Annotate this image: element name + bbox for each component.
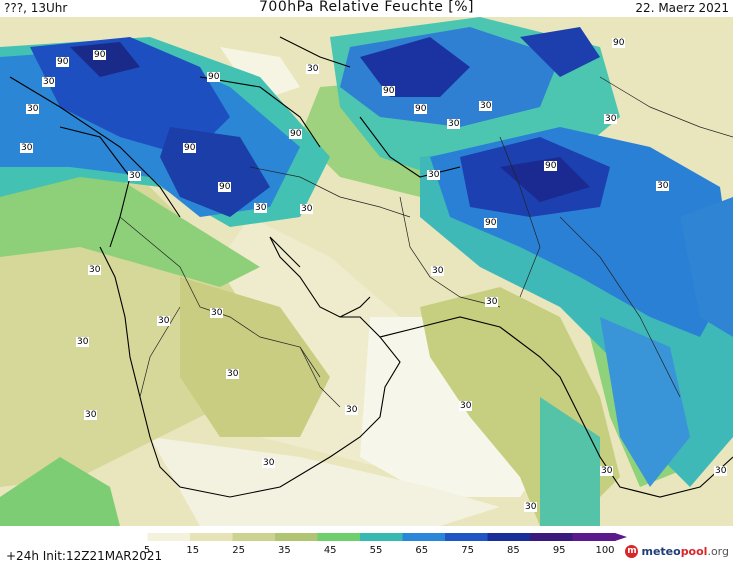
header: ???, 13Uhr 700hPa Relative Feuchte [%] 2…	[0, 0, 733, 17]
colorbar-ticks: 5 15 25 35 45 55 65 75 85 95 100	[105, 545, 630, 557]
contour-label: 30	[604, 114, 618, 124]
humidity-map	[0, 17, 733, 526]
contour-label: 30	[128, 171, 142, 181]
contour-label: 90	[207, 72, 221, 82]
contour-label: 90	[544, 161, 558, 171]
colorbar-tick-label: 85	[507, 545, 520, 556]
contour-label: 30	[485, 297, 499, 307]
colorbar-segment	[232, 533, 276, 541]
contour-label: 30	[300, 204, 314, 214]
colorbar-tick-label: 15	[186, 545, 200, 556]
contour-label: 90	[289, 129, 303, 139]
contour-label: 30	[656, 181, 670, 191]
valid-time-label: ???, 13Uhr	[4, 1, 68, 15]
date-label: 22. Maerz 2021	[635, 1, 729, 15]
contour-label: 30	[306, 64, 320, 74]
contour-label: 30	[88, 265, 102, 275]
meteopool-logo-icon: m	[625, 545, 639, 558]
contour-label: 30	[479, 101, 493, 111]
colorbar-tick-label: 75	[461, 545, 474, 556]
colorbar-segment	[105, 533, 148, 541]
colorbar-tick-label: 45	[323, 545, 337, 556]
colorbar-tick-label: 35	[278, 545, 291, 556]
contour-label: 90	[93, 50, 107, 60]
colorbar-scale	[105, 533, 627, 541]
contour-label: 30	[254, 203, 268, 213]
contour-label: 30	[226, 369, 240, 379]
contour-label: 90	[56, 57, 70, 67]
contour-label: 30	[20, 143, 34, 153]
colorbar-segment	[360, 533, 403, 541]
contour-label: 30	[714, 466, 728, 476]
contour-label: 30	[600, 466, 614, 476]
contour-label: 30	[84, 410, 98, 420]
contour-label: 30	[157, 316, 171, 326]
contour-label: 30	[26, 104, 40, 114]
colorbar-segment	[402, 533, 446, 541]
contour-label: 90	[183, 143, 197, 153]
footer: 5 15 25 35 45 55 65 75 85 95 100 +24h Init:12Z21MA…	[0, 526, 733, 566]
colorbar-tick-label: 5	[143, 545, 151, 556]
contour-label: 30	[427, 170, 441, 180]
colorbar: 5 15 25 35 45 55 65 75 85 95 100	[105, 529, 630, 556]
colorbar-segment	[317, 533, 361, 541]
meteopool-logo[interactable]: m meteopool.org	[625, 545, 729, 558]
colorbar-tick-label: 25	[232, 545, 245, 556]
colorbar-segment	[530, 533, 573, 541]
contour-label: 30	[431, 266, 445, 276]
contour-label: 30	[459, 401, 473, 411]
contour-label: 30	[42, 77, 56, 87]
contour-label: 90	[218, 182, 232, 192]
contour-label: 30	[447, 119, 461, 129]
map-title: 700hPa Relative Feuchte [%]	[259, 0, 474, 15]
colorbar-segment	[572, 533, 616, 541]
contour-label: 30	[524, 502, 538, 512]
contour-label: 30	[210, 308, 224, 318]
logo-brand-2: pool	[680, 545, 708, 558]
colorbar-segment	[275, 533, 318, 541]
contour-label: 90	[382, 86, 396, 96]
contour-label: 30	[76, 337, 90, 347]
colorbar-segment	[147, 533, 191, 541]
contour-label: 30	[345, 405, 359, 415]
colorbar-segment	[487, 533, 531, 541]
contour-label: 90	[612, 38, 626, 48]
colorbar-segment	[190, 533, 233, 541]
colorbar-tick-label: 100	[595, 545, 615, 556]
colorbar-segment	[445, 533, 488, 541]
contour-label: 90	[414, 104, 428, 114]
contour-label: 30	[262, 458, 276, 468]
init-time-label: +24h Init:12Z21MAR2021	[6, 549, 163, 563]
logo-brand: meteo	[641, 545, 681, 558]
colorbar-arrow	[615, 533, 627, 541]
colorbar-tick-label: 95	[552, 545, 566, 556]
colorbar-tick-label: 55	[369, 545, 383, 556]
contour-label: 90	[484, 218, 498, 228]
colorbar-tick-label: 65	[415, 545, 429, 556]
logo-suffix: .org	[707, 545, 729, 558]
